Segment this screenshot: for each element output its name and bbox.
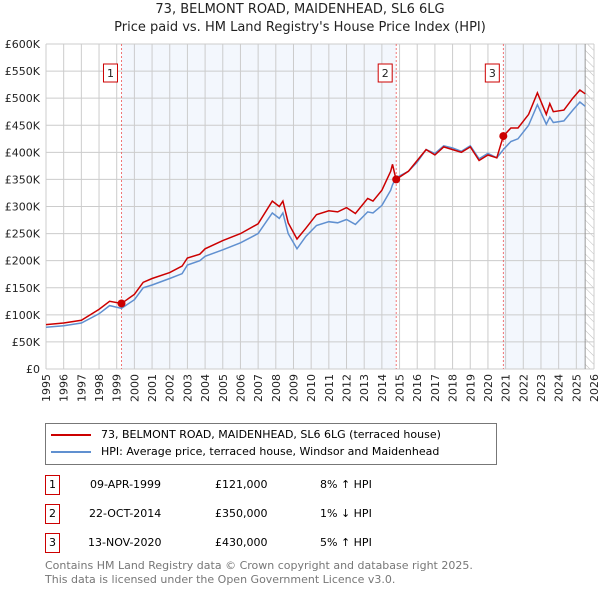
x-tick-label: 2013 — [358, 374, 371, 402]
marker-badge: 1 — [45, 475, 60, 495]
transaction-date: 09-APR-1999 — [90, 478, 162, 491]
chart-subtitle: Price paid vs. HM Land Registry's House … — [114, 20, 486, 35]
legend-item-hpi: HPI: Average price, terraced house, Wind… — [51, 445, 439, 459]
sale-point — [499, 132, 508, 141]
transaction-hpi: 1% ↓ HPI — [320, 507, 372, 520]
x-tick-label: 2016 — [411, 374, 424, 402]
x-tick-label: 2023 — [535, 374, 548, 402]
sale-label: 1 — [107, 67, 114, 80]
sale-label: 3 — [489, 67, 496, 80]
transaction-hpi: 8% ↑ HPI — [320, 478, 372, 491]
y-tick-label: £550K — [5, 65, 41, 78]
marker-badge: 3 — [45, 533, 60, 553]
series-line — [45, 88, 586, 326]
x-tick-label: 2000 — [128, 374, 141, 402]
x-tick-label: 2014 — [376, 374, 389, 402]
y-tick-label: £400K — [5, 146, 41, 159]
y-tick-label: £500K — [5, 92, 41, 105]
y-tick-label: £300K — [5, 201, 41, 214]
y-tick-label: £0 — [26, 363, 40, 376]
transaction-hpi: 5% ↑ HPI — [320, 536, 372, 549]
x-tick-label: 2022 — [517, 374, 530, 402]
sale-point — [392, 175, 401, 184]
footer-copyright: Contains HM Land Registry data © Crown c… — [45, 559, 473, 572]
legend-label: HPI: Average price, terraced house, Wind… — [101, 445, 440, 458]
footer-licence: This data is licensed under the Open Gov… — [45, 573, 396, 586]
x-tick-label: 2009 — [287, 374, 300, 402]
price-chart: 1995 1996 1997 1998 1999 2000 2001 2002 2003 2004… — [5, 38, 600, 402]
x-tick-label: 2017 — [429, 374, 442, 402]
sale-label-box — [484, 63, 500, 83]
y-tick-label: £100K — [5, 309, 41, 322]
x-tick-label: 2007 — [252, 374, 265, 402]
y-tick-label: £150K — [5, 282, 41, 295]
x-tick-label: 1998 — [93, 374, 106, 402]
x-tick-label: 2020 — [482, 374, 495, 402]
x-tick-label: 2011 — [323, 374, 336, 402]
x-tick-label: 2019 — [464, 374, 477, 402]
sale-label-box — [102, 63, 118, 83]
series-line — [45, 100, 586, 329]
legend-label: 73, BELMONT ROAD, MAIDENHEAD, SL6 6LG (t… — [101, 428, 441, 441]
y-tick-label: £600K — [5, 38, 41, 51]
chart-title: 73, BELMONT ROAD, MAIDENHEAD, SL6 6LG — [155, 2, 445, 17]
y-tick-label: £350K — [5, 173, 41, 186]
legend-swatch-blue — [51, 451, 91, 453]
legend: 73, BELMONT ROAD, MAIDENHEAD, SL6 6LG (t… — [45, 423, 497, 465]
x-tick-label: 2003 — [181, 374, 194, 402]
sale-point — [117, 299, 126, 308]
x-tick-label: 2015 — [394, 374, 407, 402]
x-tick-label: 2001 — [146, 374, 159, 402]
marker-badge: 2 — [45, 504, 60, 524]
y-tick-label: £50K — [12, 336, 41, 349]
transaction-price: £121,000 — [215, 478, 268, 491]
transaction-date: 13-NOV-2020 — [88, 536, 162, 549]
x-tick-label: 2024 — [553, 374, 566, 402]
y-tick-label: £200K — [5, 255, 41, 268]
x-tick-label: 2018 — [447, 374, 460, 402]
sale-label: 2 — [382, 67, 389, 80]
transaction-price: £350,000 — [215, 507, 268, 520]
legend-item-property: 73, BELMONT ROAD, MAIDENHEAD, SL6 6LG (t… — [51, 428, 441, 442]
x-tick-label: 1995 — [40, 374, 53, 402]
x-tick-label: 2021 — [500, 374, 513, 402]
x-tick-label: 2008 — [270, 374, 283, 402]
x-tick-label: 1999 — [111, 374, 124, 402]
x-tick-label: 2005 — [217, 374, 230, 402]
y-tick-label: £250K — [5, 228, 41, 241]
transaction-price: £430,000 — [215, 536, 268, 549]
x-tick-label: 1997 — [75, 374, 88, 402]
x-tick-label: 2006 — [234, 374, 247, 402]
y-tick-label: £450K — [5, 119, 41, 132]
x-tick-label: 2002 — [164, 374, 177, 402]
x-tick-label: 2025 — [570, 374, 583, 402]
transaction-date: 22-OCT-2014 — [89, 507, 162, 520]
x-tick-label: 2026 — [588, 374, 600, 402]
sale-label-box — [377, 63, 393, 83]
x-tick-label: 2010 — [305, 374, 318, 402]
legend-swatch-red — [51, 434, 91, 436]
x-tick-label: 1996 — [58, 374, 71, 402]
x-tick-label: 2012 — [341, 374, 354, 402]
x-tick-label: 2004 — [199, 374, 212, 402]
